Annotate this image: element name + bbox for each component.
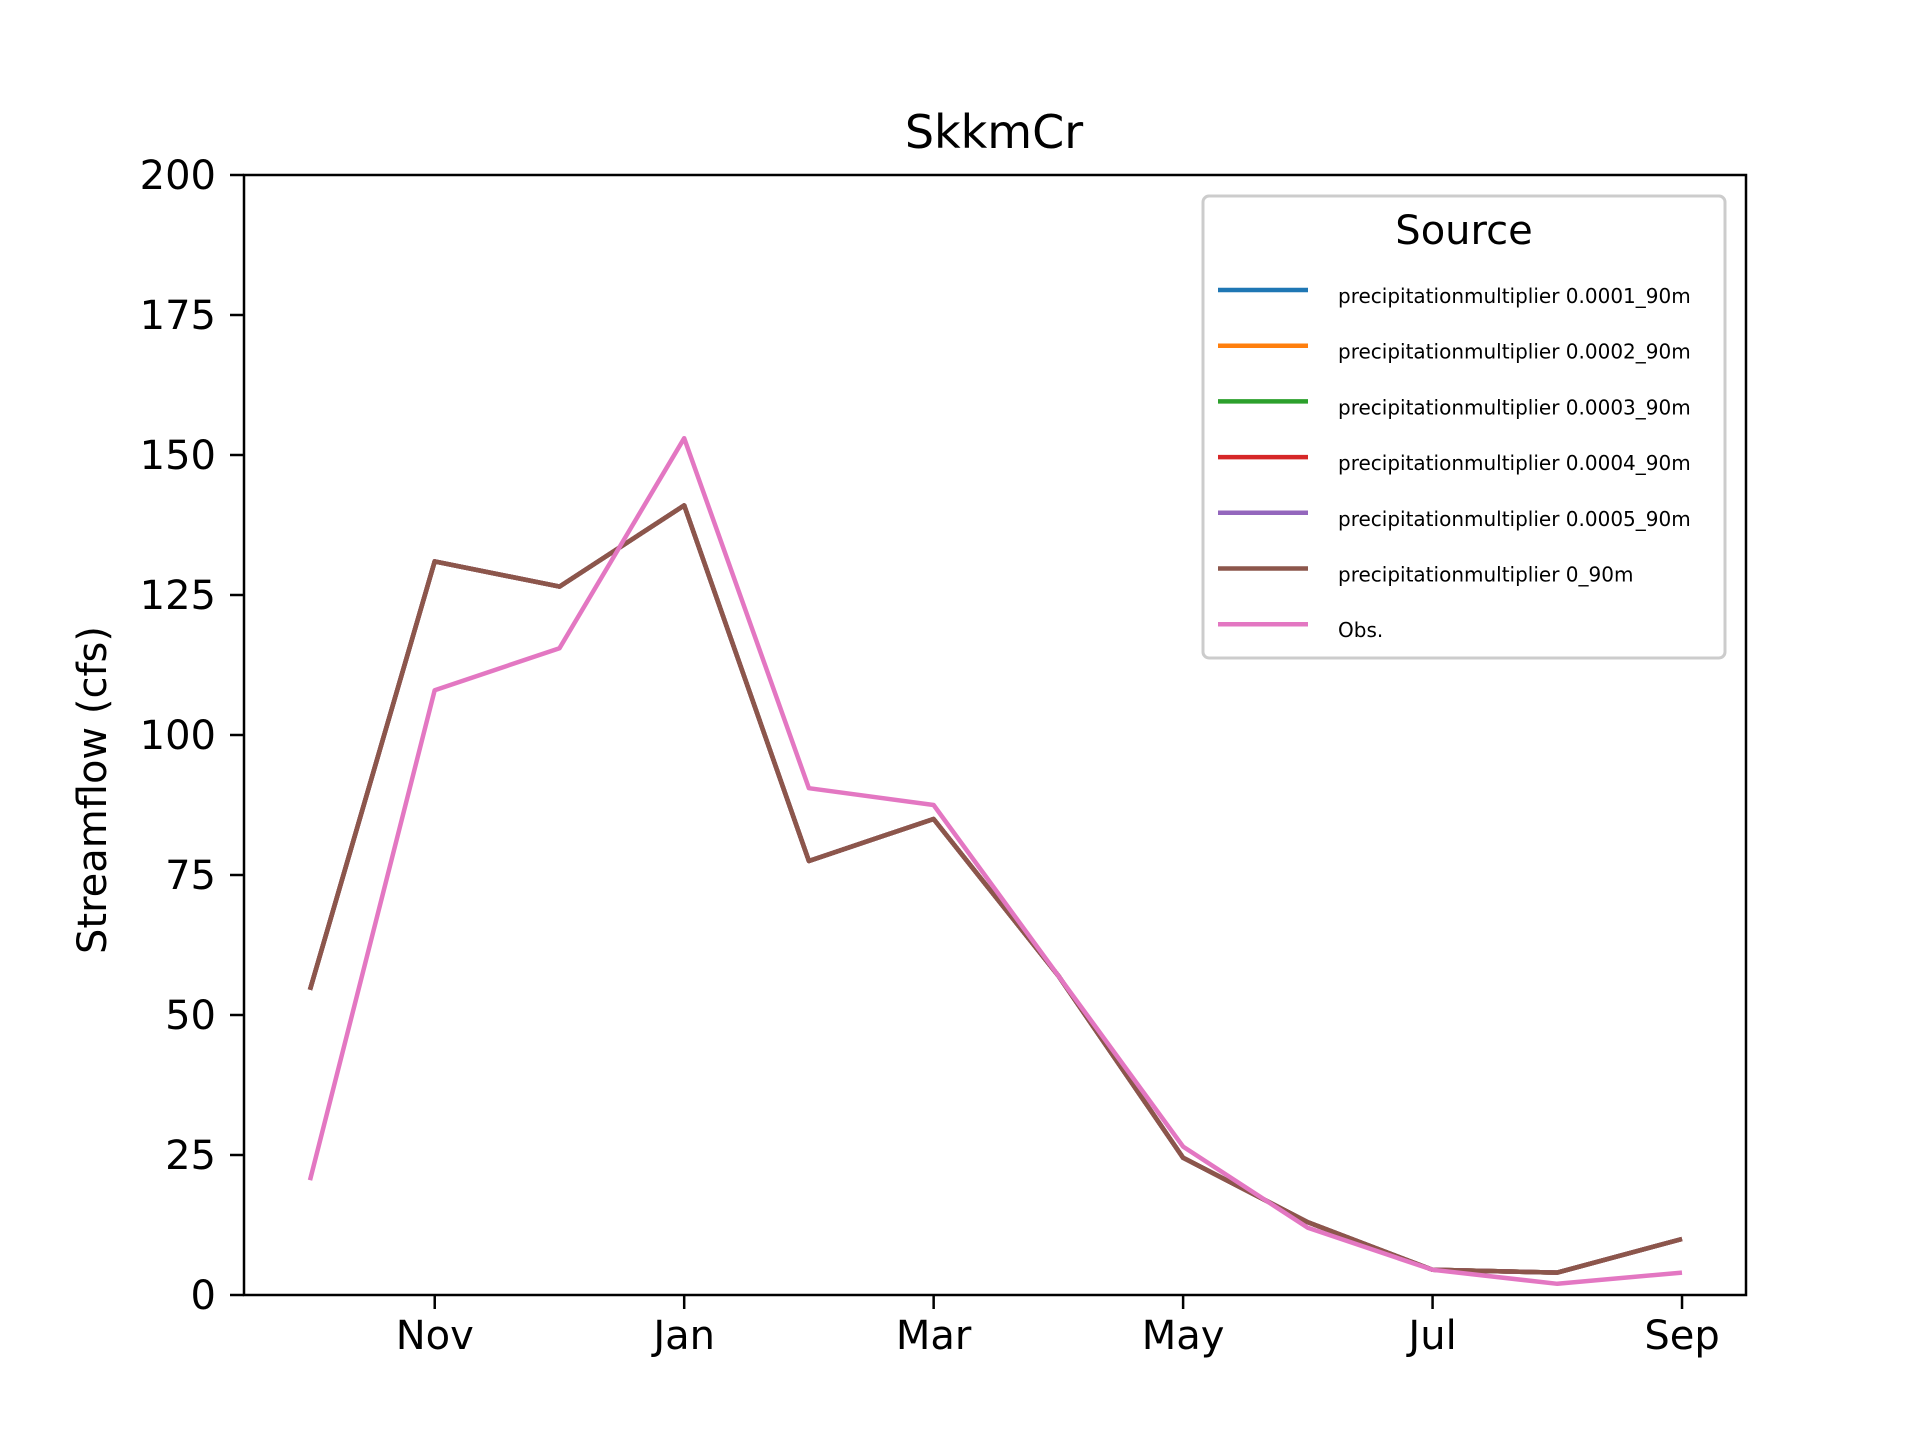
y-tick-label: 100 (140, 713, 216, 759)
y-tick-label: 150 (140, 433, 216, 479)
series-line-6 (307, 435, 1683, 1287)
legend-label: precipitationmultiplier 0.0005_90m (1338, 507, 1691, 531)
x-tick-label: Nov (396, 1313, 474, 1359)
x-tick-label: Jan (650, 1313, 715, 1359)
legend-label: precipitationmultiplier 0.0001_90m (1338, 284, 1691, 308)
legend-label: precipitationmultiplier 0.0003_90m (1338, 395, 1691, 419)
legend: Source precipitationmultiplier 0.0001_90m… (1201, 194, 1727, 660)
y-tick-label: 0 (191, 1273, 216, 1319)
y-tick-label: 125 (140, 573, 216, 619)
y-tick-label: 75 (165, 853, 216, 899)
x-tick-label: Sep (1644, 1313, 1719, 1359)
x-tick-label: Mar (896, 1313, 972, 1359)
legend-label: Obs. (1338, 618, 1383, 642)
legend-box (1201, 194, 1727, 660)
x-tick-label: May (1142, 1313, 1225, 1359)
y-tick-label: 200 (140, 153, 216, 199)
y-tick-label: 50 (165, 993, 216, 1039)
y-tick-label: 175 (140, 293, 216, 339)
legend-title: Source (1395, 208, 1532, 254)
y-tick-label: 25 (165, 1133, 216, 1179)
plot-frame (242, 173, 1748, 1297)
y-axis-label: Streamflow (cfs) (70, 626, 116, 954)
legend-label: precipitationmultiplier 0_90m (1338, 563, 1633, 587)
chart-title: SkkmCr (905, 105, 1083, 159)
tick-layer: 0 25 50 75 100 125 150 175 200 Nov Jan Mar May Jul Sep (140, 153, 1720, 1359)
legend-label: precipitationmultiplier 0.0002_90m (1338, 340, 1691, 364)
series-layer (307, 435, 1683, 1287)
legend-label: precipitationmultiplier 0.0004_90m (1338, 451, 1691, 475)
x-tick-label: Jul (1405, 1313, 1456, 1359)
